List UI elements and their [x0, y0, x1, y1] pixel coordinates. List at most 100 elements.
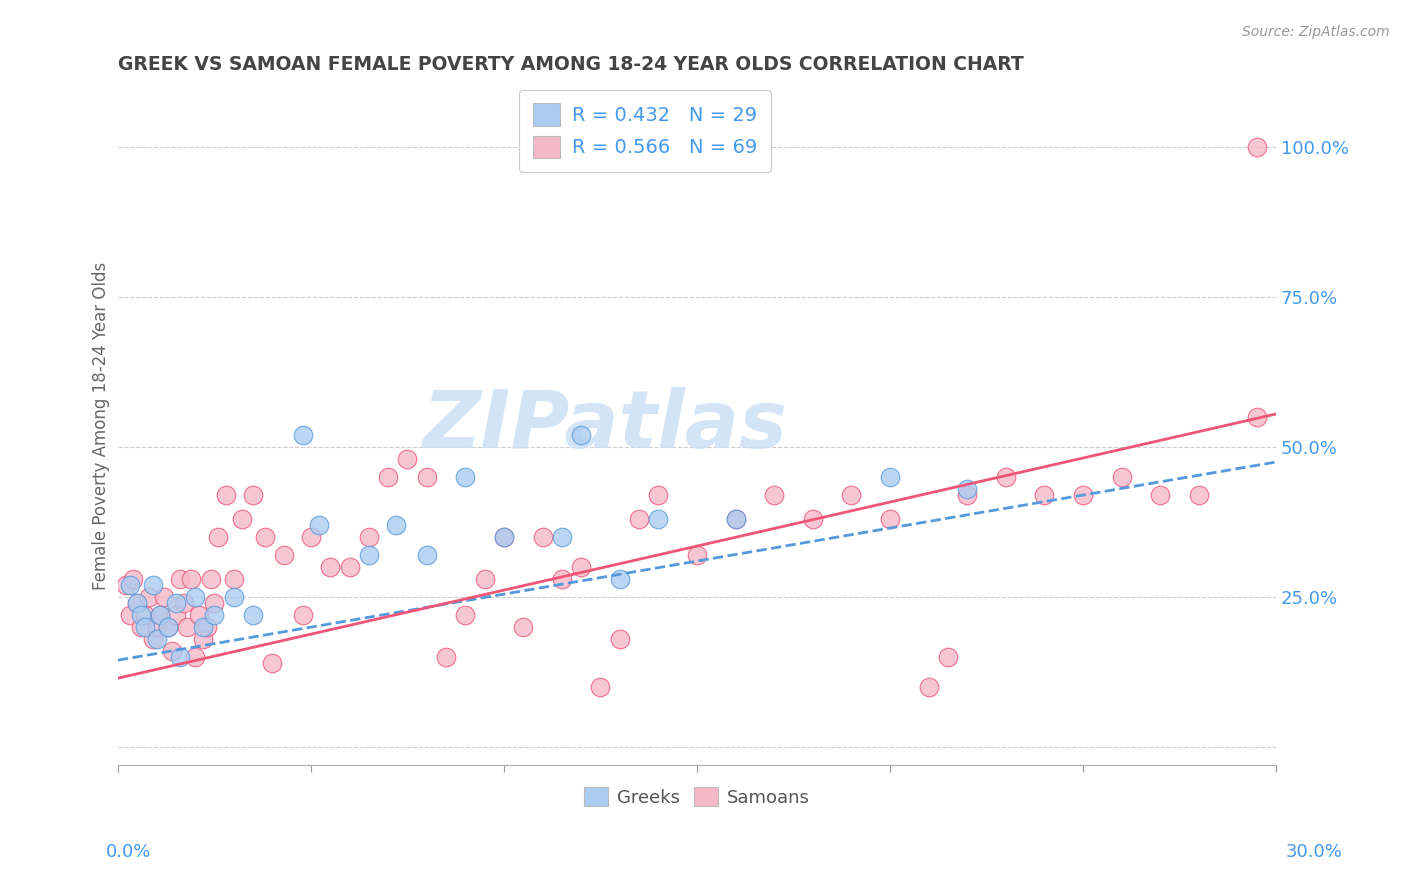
Point — [142, 578, 165, 592]
Point — [118, 578, 141, 592]
Point — [129, 608, 152, 623]
Text: 30.0%: 30.0% — [1286, 843, 1343, 861]
Point — [569, 560, 592, 574]
Point — [801, 512, 824, 526]
Point — [273, 548, 295, 562]
Point — [222, 572, 245, 586]
Point — [195, 620, 218, 634]
Point — [377, 470, 399, 484]
Point — [551, 530, 574, 544]
Point — [242, 488, 264, 502]
Point — [385, 518, 408, 533]
Point — [319, 560, 342, 574]
Point — [994, 470, 1017, 484]
Point — [357, 530, 380, 544]
Point — [222, 590, 245, 604]
Point — [589, 680, 612, 694]
Point — [191, 632, 214, 647]
Point — [160, 644, 183, 658]
Point — [169, 572, 191, 586]
Point — [936, 650, 959, 665]
Point — [1246, 140, 1268, 154]
Point — [628, 512, 651, 526]
Point — [1033, 488, 1056, 502]
Point — [188, 608, 211, 623]
Point — [1246, 409, 1268, 424]
Point — [134, 608, 156, 623]
Point — [357, 548, 380, 562]
Point — [1071, 488, 1094, 502]
Point — [165, 608, 187, 623]
Point — [184, 650, 207, 665]
Point — [157, 620, 180, 634]
Point — [176, 620, 198, 634]
Point — [551, 572, 574, 586]
Point — [127, 596, 149, 610]
Point — [242, 608, 264, 623]
Point — [153, 590, 176, 604]
Point — [299, 530, 322, 544]
Point — [145, 620, 167, 634]
Point — [454, 470, 477, 484]
Point — [114, 578, 136, 592]
Point — [253, 530, 276, 544]
Y-axis label: Female Poverty Among 18-24 Year Olds: Female Poverty Among 18-24 Year Olds — [93, 262, 110, 591]
Point — [204, 608, 226, 623]
Point — [917, 680, 939, 694]
Text: ZIPatlas: ZIPatlas — [422, 387, 787, 465]
Point — [191, 620, 214, 634]
Point — [180, 572, 202, 586]
Point — [879, 512, 901, 526]
Point — [339, 560, 361, 574]
Legend: Greeks, Samoans: Greeks, Samoans — [576, 780, 817, 814]
Point — [207, 530, 229, 544]
Text: Source: ZipAtlas.com: Source: ZipAtlas.com — [1241, 25, 1389, 39]
Point — [647, 512, 669, 526]
Point — [569, 428, 592, 442]
Point — [157, 620, 180, 634]
Point — [292, 428, 315, 442]
Point — [292, 608, 315, 623]
Point — [396, 452, 419, 467]
Text: 0.0%: 0.0% — [105, 843, 150, 861]
Point — [1188, 488, 1211, 502]
Point — [647, 488, 669, 502]
Point — [454, 608, 477, 623]
Point — [173, 596, 195, 610]
Point — [145, 632, 167, 647]
Point — [122, 572, 145, 586]
Point — [956, 488, 979, 502]
Point — [149, 608, 172, 623]
Point — [231, 512, 253, 526]
Point — [118, 608, 141, 623]
Point — [204, 596, 226, 610]
Point — [149, 608, 172, 623]
Point — [184, 590, 207, 604]
Point — [165, 596, 187, 610]
Point — [127, 596, 149, 610]
Point — [134, 620, 156, 634]
Point — [724, 512, 747, 526]
Point — [531, 530, 554, 544]
Point — [956, 482, 979, 496]
Point — [200, 572, 222, 586]
Point — [308, 518, 330, 533]
Point — [138, 590, 160, 604]
Point — [262, 656, 284, 670]
Point — [492, 530, 515, 544]
Point — [416, 470, 439, 484]
Point — [215, 488, 238, 502]
Point — [686, 548, 709, 562]
Point — [1149, 488, 1171, 502]
Point — [492, 530, 515, 544]
Point — [609, 572, 631, 586]
Point — [416, 548, 439, 562]
Point — [1111, 470, 1133, 484]
Point — [724, 512, 747, 526]
Point — [434, 650, 457, 665]
Point — [763, 488, 786, 502]
Point — [169, 650, 191, 665]
Text: GREEK VS SAMOAN FEMALE POVERTY AMONG 18-24 YEAR OLDS CORRELATION CHART: GREEK VS SAMOAN FEMALE POVERTY AMONG 18-… — [118, 55, 1024, 74]
Point — [609, 632, 631, 647]
Point — [142, 632, 165, 647]
